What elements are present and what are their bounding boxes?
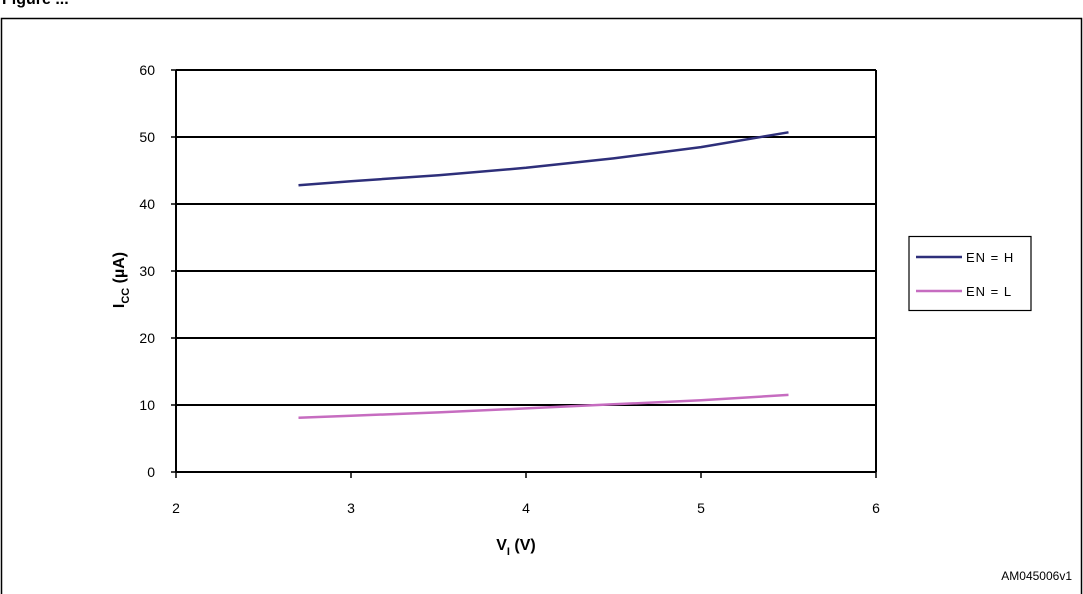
x-axis-title-unit: (V) <box>510 537 536 554</box>
x-tick-label: 2 <box>172 500 180 516</box>
x-tick-label: 3 <box>347 500 355 516</box>
x-tick-label: 5 <box>697 500 705 516</box>
legend-box <box>908 235 1032 312</box>
y-tick-label: 30 <box>139 263 155 279</box>
x-tick-label: 6 <box>872 500 880 516</box>
y-axis-title-unit: (µA) <box>111 252 128 288</box>
legend-label-en-l: EN = L <box>966 284 1012 299</box>
figure-border <box>0 17 1083 594</box>
y-tick-label: 50 <box>139 129 155 145</box>
x-axis-title-main: V <box>496 537 507 554</box>
y-axis-title-main: I <box>111 304 128 308</box>
figure-caption: Figure ... <box>2 0 69 8</box>
x-axis-title-sub: I <box>507 546 510 558</box>
series-line-en-l <box>298 393 789 419</box>
y-axis-title: ICC (µA) <box>111 252 132 308</box>
y-tick-label: 40 <box>139 196 155 212</box>
y-tick-label: 20 <box>139 330 155 346</box>
x-tick-label: 4 <box>522 500 530 516</box>
series-line-en-h <box>298 131 789 187</box>
x-axis-title: VI (V) <box>496 537 536 558</box>
y-axis-title-sub: CC <box>120 288 132 304</box>
y-tick-label: 60 <box>139 62 155 78</box>
legend-label-en-h: EN = H <box>966 250 1014 265</box>
legend: EN = H EN = L <box>908 235 1032 312</box>
reference-code: AM045006v1 <box>1001 569 1072 583</box>
y-tick-label: 0 <box>147 464 155 480</box>
plot-area: 0 10 20 30 40 50 60 2 3 4 5 6 <box>139 62 880 516</box>
y-tick-label: 10 <box>139 397 155 413</box>
